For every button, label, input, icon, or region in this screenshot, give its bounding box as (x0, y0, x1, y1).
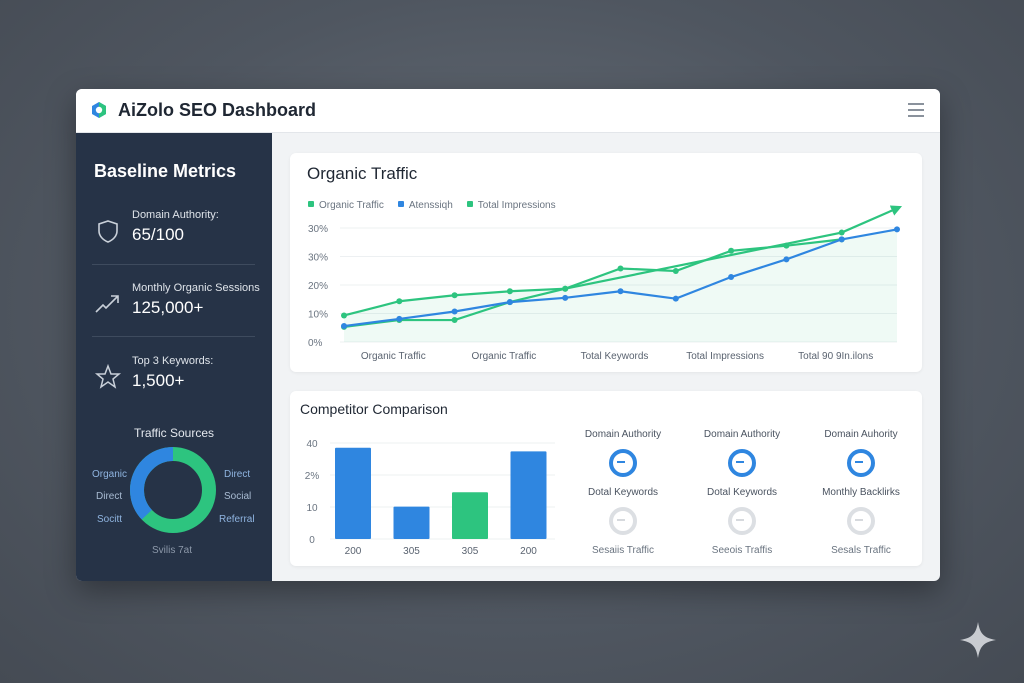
y-tick-label: 10% (308, 310, 328, 321)
hexagon-logo-icon (92, 102, 106, 118)
bar-chart: 0 10 2% 40 200 305 305 200 (305, 439, 555, 557)
y-tick-label: 20% (308, 281, 328, 292)
data-point (506, 288, 513, 295)
bar-label: 305 (403, 546, 420, 557)
competitor-metric-label: Monthly Backlirks (822, 487, 900, 498)
donut-footer: Svilis 7at (152, 545, 193, 556)
card-title: Competitor Comparison (300, 401, 448, 417)
competitor-metric-label: Domain Authority (584, 429, 662, 440)
donut-label: Direct (96, 491, 123, 502)
competitor-metric-label: Domain Auhority (824, 429, 898, 440)
app-title: AiZolo SEO Dashboard (118, 100, 317, 120)
data-point (783, 256, 790, 263)
card-title: Organic Traffic (307, 164, 418, 183)
legend-item: Atenssiqh (397, 200, 453, 211)
y-tick-label: 0% (308, 338, 323, 349)
shield-icon (98, 220, 118, 243)
organic-traffic-card: Organic Traffic Organic Traffic Atenssiq… (290, 153, 922, 372)
y-tick-label: 30% (308, 224, 328, 235)
dashboard-window: AiZolo SEO Dashboard Baseline Metrics Do… (76, 89, 940, 581)
data-point (396, 315, 403, 322)
data-point (562, 285, 569, 292)
data-point (506, 299, 513, 306)
legend-item: Organic Traffic (308, 200, 384, 211)
metric-label: Top 3 Keywords: (132, 355, 214, 367)
data-point (451, 308, 458, 315)
divider (92, 336, 255, 337)
traffic-sources-title: Traffic Sources (133, 426, 215, 440)
competitor-metric-label: Dotal Keywords (706, 487, 778, 498)
y-tick-label: 40 (306, 439, 318, 450)
competitor-status-icon (609, 449, 637, 477)
donut-slice-blue (130, 447, 216, 533)
chart-legend: Organic Traffic Atenssiqh Total Impressi… (308, 200, 556, 211)
metric-value: 125,000+ (132, 298, 204, 317)
data-point (562, 294, 569, 301)
data-point (672, 268, 679, 275)
donut-label: Direct (224, 469, 251, 480)
trend-up-icon (95, 295, 119, 313)
bar (452, 492, 488, 539)
data-point (451, 292, 458, 299)
sidebar: Baseline Metrics Domain Authority: 65/10… (76, 133, 272, 581)
data-point (341, 323, 347, 330)
data-point (617, 288, 624, 295)
x-tick-label: Total 90 9In.ilons (798, 351, 873, 362)
data-point (728, 274, 735, 281)
donut-label: Socitt (97, 514, 123, 525)
data-point (617, 265, 624, 272)
competitor-status-icon (728, 449, 756, 477)
data-point (451, 317, 458, 324)
data-point (341, 312, 347, 319)
metric-label: Monthly Organic Sessions (132, 282, 260, 294)
data-point (396, 298, 403, 305)
donut-label: Referral (219, 514, 255, 525)
star-icon (94, 363, 122, 389)
data-point (728, 247, 735, 254)
sidebar-title: Baseline Metrics (94, 161, 237, 181)
metric-label: Domain Authority: (132, 209, 219, 221)
y-tick-label: 10 (306, 503, 318, 514)
competitor-status-icon (847, 507, 875, 535)
metric-value: 1,500+ (132, 371, 185, 390)
competitor-metric-label: Sesals Traffic (831, 545, 891, 556)
competitor-metric-label: Sesaiis Traffic (591, 545, 655, 556)
series-area (344, 229, 897, 342)
legend-item: Total Impressions (466, 200, 556, 211)
divider (92, 264, 255, 265)
hamburger-icon[interactable] (908, 103, 924, 117)
data-point (894, 226, 900, 233)
y-tick-label: 2% (305, 471, 320, 482)
competitor-comparison-card: Competitor Comparison 0 10 2% 40 200 305 305 20… (290, 391, 922, 566)
bar-label: 200 (520, 546, 537, 557)
bar (393, 506, 430, 539)
data-point (672, 295, 679, 302)
donut-label: Social (224, 491, 252, 502)
y-tick-label: 0 (309, 535, 315, 546)
traffic-sources-donut (130, 447, 216, 533)
x-tick-label: Organic Traffic (361, 351, 426, 362)
bar-label: 305 (462, 546, 479, 557)
donut-label: Organic (92, 469, 128, 480)
x-tick-label: Organic Traffic (471, 351, 536, 362)
bar-label: 200 (345, 546, 362, 557)
y-tick-label: 30% (308, 253, 328, 264)
x-tick-label: Total Keywords (581, 351, 649, 362)
competitor-status-icon (728, 507, 756, 535)
competitor-status-icon (847, 449, 875, 477)
data-point (838, 229, 845, 236)
competitor-metric-label: Seeois Traffis (711, 545, 773, 556)
bar (335, 447, 371, 539)
data-point (838, 236, 845, 243)
sparkle-icon (960, 622, 996, 658)
header: AiZolo SEO Dashboard (76, 89, 940, 133)
bar (510, 451, 547, 539)
competitor-metric-label: Dotal Keywords (587, 487, 659, 498)
competitor-metric-label: Domain Authority (703, 429, 781, 440)
series-line (343, 238, 842, 317)
metric-value: 65/100 (132, 225, 184, 244)
x-tick-label: Total Impressions (686, 351, 764, 362)
line-chart: 0% 10% 20% 30% 30% Organic Traffic Organic Tra… (308, 205, 903, 362)
competitor-status-icon (609, 507, 637, 535)
